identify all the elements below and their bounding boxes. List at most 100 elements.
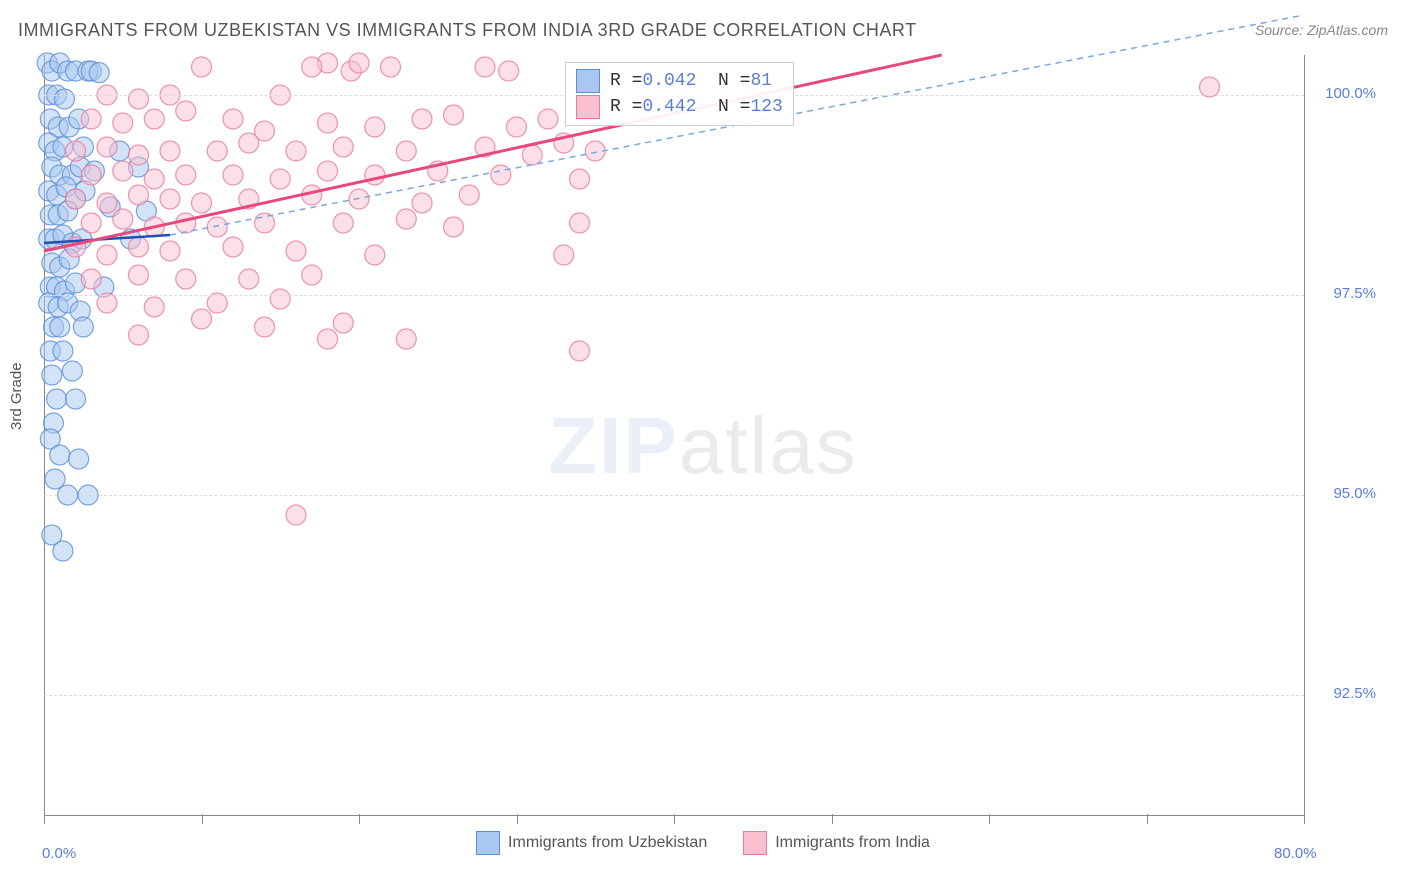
corr-n-label: N = [696, 97, 750, 117]
scatter-point [192, 193, 212, 213]
scatter-point [412, 193, 432, 213]
chart-container: { "title": "IMMIGRANTS FROM UZBEKISTAN V… [0, 0, 1406, 892]
x-tick-mark [1304, 814, 1305, 824]
scatter-point [570, 169, 590, 189]
scatter-point [239, 269, 259, 289]
scatter-point [160, 141, 180, 161]
scatter-point [554, 245, 574, 265]
scatter-point [507, 117, 527, 137]
scatter-point [144, 169, 164, 189]
legend-label: Immigrants from India [775, 834, 930, 852]
scatter-point [113, 113, 133, 133]
scatter-point [144, 109, 164, 129]
scatter-point [207, 141, 227, 161]
scatter-point [396, 141, 416, 161]
bottom-legend: Immigrants from Uzbekistan Immigrants fro… [0, 831, 1406, 860]
scatter-point [333, 313, 353, 333]
scatter-point [444, 217, 464, 237]
scatter-point [239, 133, 259, 153]
y-axis-label: 3rd Grade [8, 362, 25, 430]
scatter-point [50, 317, 70, 337]
scatter-point [129, 265, 149, 285]
scatter-point [270, 289, 290, 309]
scatter-point [522, 145, 542, 165]
scatter-point [499, 61, 519, 81]
scatter-point [192, 57, 212, 77]
scatter-point [62, 361, 82, 381]
x-tick-mark [202, 814, 203, 824]
scatter-point [223, 165, 243, 185]
legend-label: Immigrants from Uzbekistan [508, 834, 707, 852]
x-tick-mark [359, 814, 360, 824]
scatter-point [207, 293, 227, 313]
scatter-point [129, 185, 149, 205]
scatter-point [1200, 77, 1220, 97]
scatter-point [129, 325, 149, 345]
scatter-point [286, 241, 306, 261]
gridline [44, 295, 1304, 296]
scatter-point [81, 165, 101, 185]
corr-r-label: R = [610, 71, 642, 91]
scatter-point [129, 145, 149, 165]
scatter-point [81, 269, 101, 289]
scatter-point [73, 317, 93, 337]
scatter-point [42, 365, 62, 385]
scatter-point [54, 89, 74, 109]
y-tick-label: 92.5% [1333, 685, 1376, 702]
chart-title: IMMIGRANTS FROM UZBEKISTAN VS IMMIGRANTS… [18, 20, 917, 41]
corr-r-label: R = [610, 97, 642, 117]
x-tick-label-left: 0.0% [42, 845, 76, 862]
gridline [44, 495, 1304, 496]
scatter-point [412, 109, 432, 129]
scatter-point [318, 329, 338, 349]
corr-r-value: 0.042 [642, 71, 696, 91]
scatter-point [89, 63, 109, 83]
scatter-point [50, 445, 70, 465]
x-tick-mark [517, 814, 518, 824]
scatter-point [302, 57, 322, 77]
legend-swatch [743, 831, 767, 855]
corr-n-value: 81 [750, 71, 772, 91]
scatter-plot-svg [44, 55, 1304, 815]
scatter-point [491, 165, 511, 185]
scatter-point [570, 341, 590, 361]
legend-swatch [576, 69, 600, 93]
x-tick-mark [44, 814, 45, 824]
scatter-point [459, 185, 479, 205]
legend-item: Immigrants from India [743, 831, 930, 855]
scatter-point [160, 241, 180, 261]
scatter-point [255, 317, 275, 337]
corr-n-label: N = [696, 71, 750, 91]
scatter-point [66, 189, 86, 209]
scatter-point [97, 137, 117, 157]
scatter-point [444, 105, 464, 125]
scatter-point [176, 269, 196, 289]
scatter-point [365, 245, 385, 265]
correlation-row: R = 0.442 N = 123 [576, 95, 783, 119]
scatter-point [113, 161, 133, 181]
x-tick-label-right: 80.0% [1274, 845, 1317, 862]
correlation-row: R = 0.042 N = 81 [576, 69, 783, 93]
scatter-point [365, 117, 385, 137]
scatter-point [223, 237, 243, 257]
scatter-point [207, 217, 227, 237]
legend-item: Immigrants from Uzbekistan [476, 831, 707, 855]
right-axis-line [1304, 55, 1305, 815]
scatter-point [53, 341, 73, 361]
chart-source: Source: ZipAtlas.com [1255, 22, 1388, 38]
scatter-point [286, 141, 306, 161]
scatter-point [396, 209, 416, 229]
scatter-point [81, 213, 101, 233]
corr-r-value: 0.442 [642, 97, 696, 117]
scatter-point [538, 109, 558, 129]
scatter-point [381, 57, 401, 77]
correlation-legend-box: R = 0.042 N = 81R = 0.442 N = 123 [565, 62, 794, 126]
scatter-point [270, 169, 290, 189]
scatter-point [333, 213, 353, 233]
gridline [44, 695, 1304, 696]
y-tick-label: 100.0% [1325, 85, 1376, 102]
scatter-point [129, 89, 149, 109]
legend-swatch [576, 95, 600, 119]
scatter-point [66, 141, 86, 161]
x-tick-mark [1147, 814, 1148, 824]
